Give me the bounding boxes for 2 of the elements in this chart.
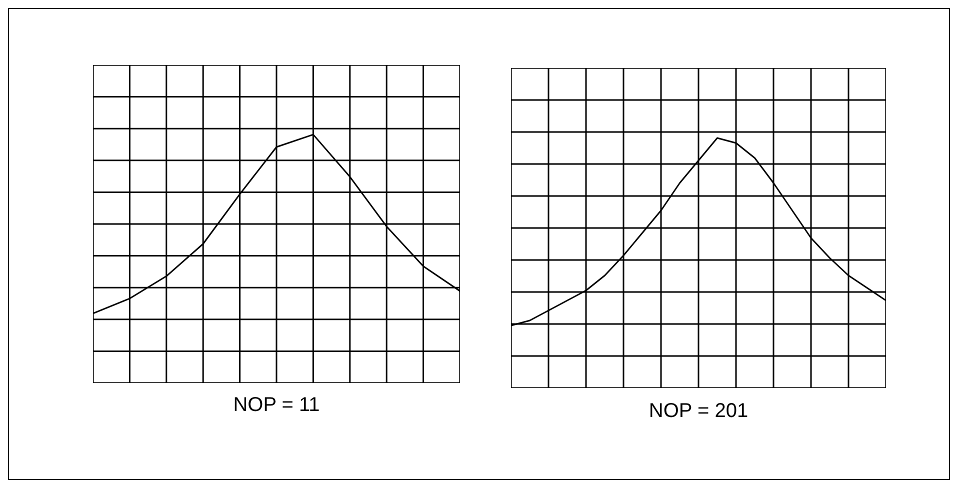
x-axis-title: NOP = 201 [648,400,750,423]
x-axis-title: NOP = 11 [232,394,321,417]
